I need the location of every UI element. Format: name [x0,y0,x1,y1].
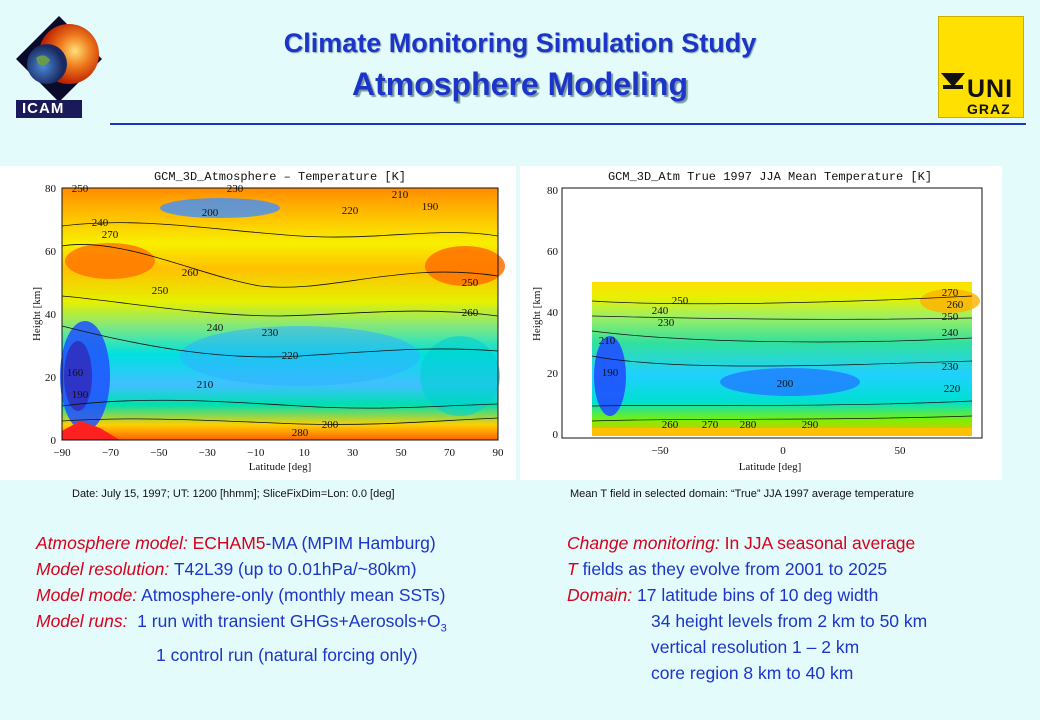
title-divider [110,123,1026,125]
left-temperature-plot: GCM_3D_Atmosphere – Temperature [K] Lati… [0,166,516,480]
left-contour-label: 250 [152,285,169,297]
monitoring-line-domain: Domain: 17 latitude bins of 10 deg width [567,585,879,605]
monitoring-line-vertical: vertical resolution 1 – 2 km [651,637,860,657]
right-contour-label: 190 [602,367,619,379]
left-contour-label: 270 [102,229,119,241]
right-xtick: 0 [780,445,786,457]
left-xtick: 30 [347,447,359,459]
left-contour-label: 240 [207,322,224,334]
monitoring-description: Change monitoring: In JJA seasonal avera… [567,530,927,686]
right-plot-xlabel: Latitude [deg] [739,461,802,473]
right-plot-ylabel: Height [km] [531,287,543,341]
right-plot-xticks: −50 0 50 [651,445,906,457]
right-contour-label: 240 [652,305,669,317]
left-contour-label: 210 [392,189,409,201]
right-contour-label: 260 [662,419,679,431]
left-plot-xlabel: Latitude [deg] [249,461,312,473]
right-plot-caption: Mean T field in selected domain: “True” … [570,488,915,500]
left-xtick: 90 [493,447,505,459]
right-ytick: 60 [547,246,559,258]
left-contour-label: 190 [422,201,439,213]
right-xtick: −50 [651,445,669,457]
right-contour-label: 280 [740,419,757,431]
left-contour-svg: GCM_3D_Atmosphere – Temperature [K] Lati… [31,170,505,473]
left-ytick: 40 [45,309,57,321]
left-contour-label: 210 [197,379,214,391]
right-contour-label: 250 [942,311,959,323]
left-xtick: −10 [247,447,265,459]
left-xtick: 70 [444,447,456,459]
right-contour-label: 230 [658,317,675,329]
right-contour-label: 270 [702,419,719,431]
left-contour-label: 230 [227,183,244,195]
uni-graz-logo-graz: GRAZ [967,101,1011,117]
right-ytick: 0 [553,429,559,441]
right-temperature-plot: GCM_3D_Atm True 1997 JJA Mean Temperatur… [520,166,1002,480]
left-xtick: −70 [102,447,120,459]
right-contour-label: 230 [942,361,959,373]
left-contour-label: 250 [72,183,89,195]
right-ytick: 40 [547,307,559,319]
page-title: Climate Monitoring Simulation Study [283,28,757,58]
right-contour-label: 240 [942,327,959,339]
right-plot-yticks: 0 20 40 60 80 [547,185,559,441]
monitoring-line-core: core region 8 km to 40 km [651,663,854,683]
left-contour-label: 250 [462,277,479,289]
left-contour-label: 190 [72,389,89,401]
left-ytick: 0 [51,435,57,447]
uni-graz-logo: UNI GRAZ [938,16,1024,118]
right-contour-label: 220 [944,383,961,395]
right-contour-label: 290 [802,419,819,431]
monitoring-line-levels: 34 height levels from 2 km to 50 km [651,611,928,631]
left-contour-label: 240 [92,217,109,229]
left-contour-label: 200 [322,419,339,431]
left-contour-label: 220 [342,205,359,217]
left-contour-label: 260 [182,267,199,279]
left-xtick: −90 [53,447,71,459]
right-contour-label: 210 [599,335,616,347]
model-description: Atmosphere model: ECHAM5-MA (MPIM Hambur… [36,530,447,668]
left-plot-title: GCM_3D_Atmosphere – Temperature [K] [154,170,406,184]
right-ytick: 80 [547,185,559,197]
left-contour-label: 200 [202,207,219,219]
right-plot-title: GCM_3D_Atm True 1997 JJA Mean Temperatur… [608,170,932,184]
right-xtick: 50 [895,445,907,457]
right-contour-label: 250 [672,295,689,307]
model-line-runs: Model runs: 1 run with transient GHGs+Ae… [36,611,447,635]
right-contour-label: 200 [777,378,794,390]
model-line-resolution: Model resolution: T42L39 (up to 0.01hPa/… [36,559,417,579]
model-line-atmosphere: Atmosphere model: ECHAM5-MA (MPIM Hambur… [36,533,436,553]
left-xtick: 10 [299,447,311,459]
right-ytick: 20 [547,368,559,380]
left-ytick: 60 [45,246,57,258]
right-contour-label: 270 [942,287,959,299]
left-contour-label: 280 [292,427,309,439]
icam-logo-label: ICAM [22,100,65,117]
left-contour-label: 230 [262,327,279,339]
left-plot-ylabel: Height [km] [31,287,43,341]
monitoring-line-fields: T fields as they evolve from 2001 to 202… [567,559,888,579]
icam-logo: ICAM [14,14,104,120]
left-contour-label: 260 [462,307,479,319]
left-xtick: −50 [150,447,168,459]
right-contour-svg: GCM_3D_Atm True 1997 JJA Mean Temperatur… [531,170,983,473]
left-xtick: 50 [396,447,408,459]
page-subtitle: Atmosphere Modeling [351,66,688,102]
uni-graz-logo-uni: UNI [967,75,1014,103]
left-plot-caption: Date: July 15, 1997; UT: 1200 [hhmm]; Sl… [72,488,395,500]
left-plot-xticks: −90 −70 −50 −30 −10 10 30 50 70 90 [53,447,504,459]
left-plot-yticks: 0 20 40 60 80 [45,183,57,447]
left-ytick: 80 [45,183,57,195]
left-contour-label: 160 [67,367,84,379]
model-line-mode: Model mode: Atmosphere-only (monthly mea… [36,585,446,605]
monitoring-line-change: Change monitoring: In JJA seasonal avera… [567,533,916,553]
right-contour-label: 260 [947,299,964,311]
model-line-control-run: 1 control run (natural forcing only) [156,644,418,665]
left-ytick: 20 [45,372,57,384]
left-contour-label: 220 [282,350,299,362]
left-xtick: −30 [199,447,217,459]
right-plot-contour-labels: 2502402302702602502402302202102001902902… [599,287,964,431]
